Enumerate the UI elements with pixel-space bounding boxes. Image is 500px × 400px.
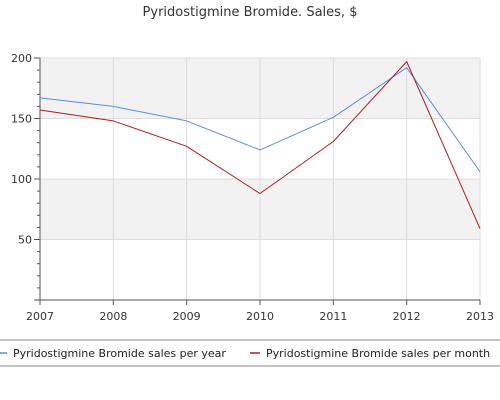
y-tick-label: 100 bbox=[11, 173, 32, 186]
x-tick-label: 2010 bbox=[246, 310, 274, 323]
y-tick-label: 200 bbox=[11, 52, 32, 65]
legend-label: Pyridostigmine Bromide sales per year bbox=[13, 347, 226, 360]
x-axis-ticks: 2007 2008 2009 2010 2011 2012 2013 bbox=[26, 300, 494, 323]
series-lines bbox=[39, 61, 481, 229]
x-tick-label: 2013 bbox=[466, 310, 494, 323]
x-tick-label: 2012 bbox=[393, 310, 421, 323]
y-tick-label: 150 bbox=[11, 113, 32, 126]
x-tick-label: 2008 bbox=[99, 310, 127, 323]
x-tick-label: 2007 bbox=[26, 310, 54, 323]
x-tick-label: 2009 bbox=[173, 310, 201, 323]
series-line bbox=[39, 67, 481, 173]
x-tick-label: 2011 bbox=[319, 310, 347, 323]
y-axis-ticks: 50 100 150 200 bbox=[11, 52, 40, 301]
y-tick-label: 50 bbox=[18, 234, 32, 247]
legend: Pyridostigmine Bromide sales per year Pyr… bbox=[0, 339, 500, 367]
legend-label: Pyridostigmine Bromide sales per month bbox=[266, 347, 490, 360]
series-line bbox=[39, 61, 481, 229]
chart-title: Pyridostigmine Bromide. Sales, $ bbox=[142, 5, 358, 20]
